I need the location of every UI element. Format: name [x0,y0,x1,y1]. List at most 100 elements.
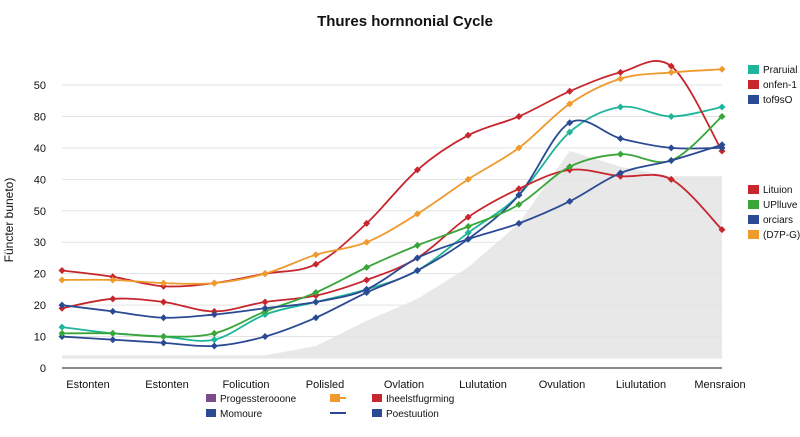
data-point [109,307,117,315]
data-point [109,329,117,337]
y-tick-label: 40 [34,143,46,155]
x-tick-label: Estonten [66,379,109,391]
shaded-region [62,151,722,359]
data-point [616,103,624,111]
data-point [566,197,574,205]
legend-swatch [748,80,759,89]
legend-label: UPlluve [763,200,798,211]
legend-swatch [748,65,759,74]
data-point [616,68,624,76]
x-tick-label: Ovlation [384,379,424,391]
legend-label: Iheelstfugrming [386,394,454,405]
data-point [413,241,421,249]
data-point [718,226,726,234]
x-tick-label: Mensraion [694,379,745,391]
data-point [566,119,574,127]
data-point [160,279,168,287]
data-point [210,336,218,344]
y-tick-label: 40 [34,174,46,186]
data-point [464,229,472,237]
y-tick-labels: 0 10 20 20 30 50 40 40 80 50 [34,80,46,375]
data-point [210,279,218,287]
data-point [667,112,675,120]
data-point [160,339,168,347]
data-point [667,144,675,152]
series-line [61,68,723,285]
data-point [667,62,675,70]
data-point [363,263,371,271]
y-tick-label: 0 [40,363,46,375]
data-point [515,219,523,227]
data-point [58,267,66,275]
legend-swatch [748,215,759,224]
data-point [363,238,371,246]
data-point [413,267,421,275]
legend-label: onfen-1 [763,80,797,91]
series-lines [58,60,726,350]
data-point [261,333,269,341]
legend-label: tof9sO [763,95,793,106]
legend-swatch [206,394,216,402]
data-point [413,166,421,174]
y-tick-label: 20 [34,269,46,281]
data-point [667,175,675,183]
data-point [718,112,726,120]
data-point [515,185,523,193]
data-point [363,285,371,293]
data-point [667,68,675,76]
data-point [160,333,168,341]
x-tick-label: Polisled [306,379,345,391]
y-tick-label: 80 [34,111,46,123]
data-point [312,260,320,268]
data-point [58,276,66,284]
data-point [109,295,117,303]
y-tick-label: 50 [34,80,46,92]
legend-swatch [372,409,382,417]
gridlines [62,84,722,338]
x-tick-label: Lulutation [459,379,507,391]
legend-swatch [748,200,759,209]
data-point [566,100,574,108]
legend-top-right: Praruial onfen-1 tof9sO [748,65,797,106]
y-tick-label: 20 [34,300,46,312]
data-point [58,301,66,309]
data-point [566,128,574,136]
data-point [312,314,320,322]
legend-label: orciars [763,215,793,226]
data-point [616,134,624,142]
y-tick-label: 50 [34,206,46,218]
series [58,65,726,287]
data-point [413,254,421,262]
data-point [616,150,624,158]
data-point [464,235,472,243]
data-point [363,276,371,284]
data-point [210,329,218,337]
data-point [616,75,624,83]
legend-swatch [748,230,759,239]
data-point [312,298,320,306]
shaded-area [62,151,722,359]
legend-label: Praruial [763,65,797,76]
y-axis-label: Füncter buneto) [2,178,16,263]
legend-mid-right: Lituion UPlluve orciars (D7P-G) [748,185,800,241]
legend-swatch [206,409,216,417]
data-point [261,270,269,278]
legend-swatch [748,95,759,104]
chart-title: Thures hornnonial Cycle [317,13,493,30]
legend-label: Poestuution [386,409,439,420]
data-point [210,342,218,350]
legend-label: Progessterooone [220,394,297,405]
series-line [61,119,723,348]
series-line [61,143,723,319]
y-tick-label: 10 [34,332,46,344]
legend-swatch [748,185,759,194]
legend-label: (D7P-G) [763,230,800,241]
data-point [515,200,523,208]
legend-label: Lituion [763,185,792,196]
data-point [566,87,574,95]
data-point [616,169,624,177]
data-point [718,141,726,149]
data-point [413,210,421,218]
legend-bottom: Progessterooone Momoure Iheelstfugrming Poe… [206,394,454,420]
data-point [464,131,472,139]
